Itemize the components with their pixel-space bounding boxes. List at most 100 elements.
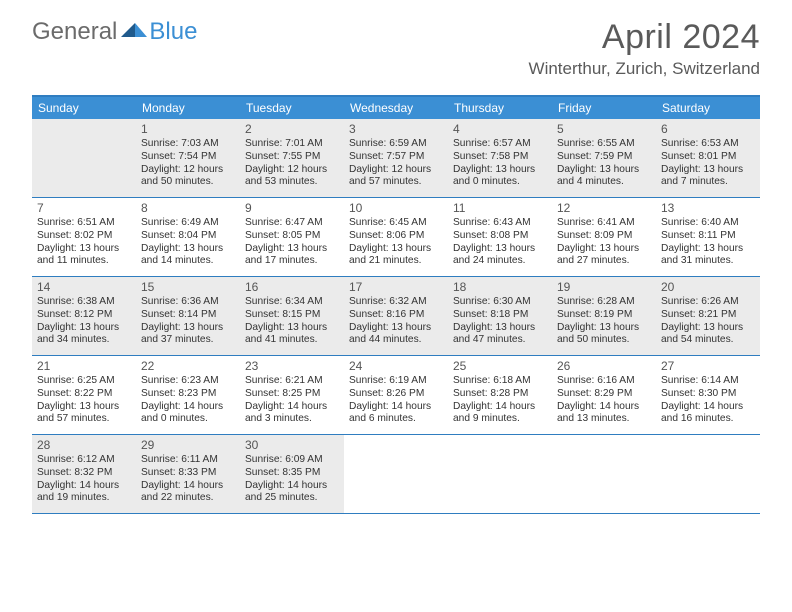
calendar-cell: 2Sunrise: 7:01 AMSunset: 7:55 PMDaylight… [240,119,344,197]
day-number: 3 [349,122,443,137]
calendar-cell: 28Sunrise: 6:12 AMSunset: 8:32 PMDayligh… [32,435,136,513]
cell-line: Sunrise: 6:43 AM [453,217,547,230]
cell-line: Sunrise: 6:49 AM [141,217,235,230]
cell-line: Sunset: 8:25 PM [245,388,339,401]
day-number: 22 [141,359,235,374]
cell-line: Sunrise: 6:09 AM [245,454,339,467]
day-number: 21 [37,359,131,374]
day-header-cell: Wednesday [344,97,448,119]
calendar-cell: 4Sunrise: 6:57 AMSunset: 7:58 PMDaylight… [448,119,552,197]
calendar-cell [344,435,448,513]
day-header-cell: Thursday [448,97,552,119]
cell-line: Daylight: 14 hours and 22 minutes. [141,480,235,506]
cell-line: Sunset: 7:58 PM [453,151,547,164]
cell-line: Sunrise: 6:23 AM [141,375,235,388]
cell-line: Sunrise: 6:34 AM [245,296,339,309]
day-number: 5 [557,122,651,137]
cell-line: Sunrise: 6:53 AM [661,138,755,151]
cell-line: Sunset: 8:21 PM [661,309,755,322]
calendar-cell: 22Sunrise: 6:23 AMSunset: 8:23 PMDayligh… [136,356,240,434]
day-number: 13 [661,201,755,216]
cell-line: Sunrise: 6:55 AM [557,138,651,151]
cell-line: Daylight: 13 hours and 27 minutes. [557,243,651,269]
day-header-cell: Friday [552,97,656,119]
calendar-cell: 12Sunrise: 6:41 AMSunset: 8:09 PMDayligh… [552,198,656,276]
cell-line: Daylight: 14 hours and 0 minutes. [141,401,235,427]
cell-line: Daylight: 12 hours and 50 minutes. [141,164,235,190]
calendar-cell: 30Sunrise: 6:09 AMSunset: 8:35 PMDayligh… [240,435,344,513]
cell-line: Sunset: 8:11 PM [661,230,755,243]
cell-line: Sunset: 8:16 PM [349,309,443,322]
calendar-cell: 20Sunrise: 6:26 AMSunset: 8:21 PMDayligh… [656,277,760,355]
cell-line: Sunset: 8:32 PM [37,467,131,480]
cell-line: Daylight: 13 hours and 14 minutes. [141,243,235,269]
cell-line: Daylight: 14 hours and 19 minutes. [37,480,131,506]
calendar-cell: 19Sunrise: 6:28 AMSunset: 8:19 PMDayligh… [552,277,656,355]
day-number: 9 [245,201,339,216]
cell-line: Sunrise: 6:40 AM [661,217,755,230]
title-block: April 2024 Winterthur, Zurich, Switzerla… [529,18,760,79]
week-row: 21Sunrise: 6:25 AMSunset: 8:22 PMDayligh… [32,356,760,435]
cell-line: Sunset: 8:05 PM [245,230,339,243]
day-number: 11 [453,201,547,216]
calendar-cell: 8Sunrise: 6:49 AMSunset: 8:04 PMDaylight… [136,198,240,276]
day-number: 12 [557,201,651,216]
logo-text-general: General [32,18,117,46]
cell-line: Sunrise: 6:57 AM [453,138,547,151]
day-number: 28 [37,438,131,453]
calendar-cell: 18Sunrise: 6:30 AMSunset: 8:18 PMDayligh… [448,277,552,355]
calendar-cell: 21Sunrise: 6:25 AMSunset: 8:22 PMDayligh… [32,356,136,434]
cell-line: Sunset: 8:06 PM [349,230,443,243]
calendar-cell: 17Sunrise: 6:32 AMSunset: 8:16 PMDayligh… [344,277,448,355]
cell-line: Sunrise: 6:16 AM [557,375,651,388]
cell-line: Daylight: 13 hours and 17 minutes. [245,243,339,269]
day-number: 27 [661,359,755,374]
cell-line: Daylight: 14 hours and 16 minutes. [661,401,755,427]
cell-line: Daylight: 14 hours and 25 minutes. [245,480,339,506]
day-number: 7 [37,201,131,216]
cell-line: Sunrise: 6:41 AM [557,217,651,230]
cell-line: Sunset: 7:55 PM [245,151,339,164]
logo: General Blue [32,18,197,46]
calendar-cell: 27Sunrise: 6:14 AMSunset: 8:30 PMDayligh… [656,356,760,434]
cell-line: Daylight: 12 hours and 53 minutes. [245,164,339,190]
day-number: 29 [141,438,235,453]
cell-line: Sunset: 8:26 PM [349,388,443,401]
cell-line: Sunset: 8:35 PM [245,467,339,480]
calendar-cell [32,119,136,197]
day-header-cell: Saturday [656,97,760,119]
day-number: 17 [349,280,443,295]
cell-line: Daylight: 13 hours and 47 minutes. [453,322,547,348]
day-number: 4 [453,122,547,137]
cell-line: Sunrise: 6:38 AM [37,296,131,309]
calendar-cell: 13Sunrise: 6:40 AMSunset: 8:11 PMDayligh… [656,198,760,276]
cell-line: Sunset: 8:18 PM [453,309,547,322]
cell-line: Sunset: 8:30 PM [661,388,755,401]
week-row: 7Sunrise: 6:51 AMSunset: 8:02 PMDaylight… [32,198,760,277]
day-number: 24 [349,359,443,374]
cell-line: Sunset: 8:15 PM [245,309,339,322]
calendar-cell [552,435,656,513]
calendar: SundayMondayTuesdayWednesdayThursdayFrid… [32,95,760,514]
calendar-cell: 7Sunrise: 6:51 AMSunset: 8:02 PMDaylight… [32,198,136,276]
month-title: April 2024 [529,18,760,57]
calendar-cell: 9Sunrise: 6:47 AMSunset: 8:05 PMDaylight… [240,198,344,276]
cell-line: Sunset: 7:59 PM [557,151,651,164]
cell-line: Sunset: 8:09 PM [557,230,651,243]
cell-line: Daylight: 13 hours and 41 minutes. [245,322,339,348]
cell-line: Daylight: 13 hours and 57 minutes. [37,401,131,427]
cell-line: Daylight: 13 hours and 54 minutes. [661,322,755,348]
logo-flag-icon [121,23,147,41]
cell-line: Sunset: 8:04 PM [141,230,235,243]
cell-line: Sunset: 7:57 PM [349,151,443,164]
cell-line: Daylight: 13 hours and 37 minutes. [141,322,235,348]
cell-line: Sunrise: 6:14 AM [661,375,755,388]
cell-line: Daylight: 13 hours and 31 minutes. [661,243,755,269]
cell-line: Daylight: 14 hours and 6 minutes. [349,401,443,427]
day-number: 14 [37,280,131,295]
cell-line: Daylight: 14 hours and 13 minutes. [557,401,651,427]
cell-line: Sunrise: 6:59 AM [349,138,443,151]
calendar-cell: 5Sunrise: 6:55 AMSunset: 7:59 PMDaylight… [552,119,656,197]
calendar-cell: 29Sunrise: 6:11 AMSunset: 8:33 PMDayligh… [136,435,240,513]
cell-line: Sunset: 8:02 PM [37,230,131,243]
